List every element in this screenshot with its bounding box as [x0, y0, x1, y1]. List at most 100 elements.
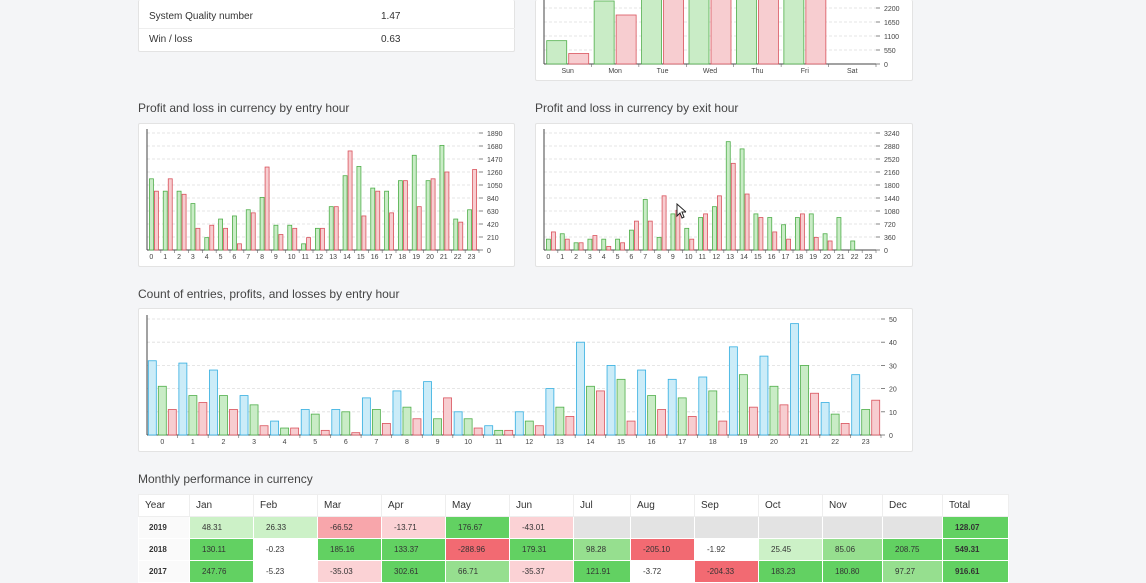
monthly-header-cell: Jan: [189, 494, 254, 517]
bar-losses: [504, 429, 514, 436]
bar-losses: [840, 423, 850, 436]
bar-entries: [270, 420, 280, 436]
y-tick-label: 3240: [884, 131, 900, 138]
x-tick-label: 15: [617, 439, 625, 446]
y-tick-label: 1100: [884, 34, 899, 41]
bar-profits: [586, 385, 595, 436]
x-tick-label: 6: [344, 439, 348, 446]
bar-profits: [280, 427, 290, 436]
month-value-cell: 26.33: [253, 516, 318, 539]
bar-profit: [232, 215, 237, 251]
bar-loss: [195, 227, 201, 251]
bar-profit: [425, 180, 431, 251]
bar-profit: [850, 240, 856, 251]
bar-losses: [534, 425, 544, 436]
stats-label: Win / loss: [149, 34, 193, 45]
x-tick-label: 1: [163, 254, 167, 261]
bar-profit: [783, 0, 805, 65]
x-tick-label: 12: [525, 439, 533, 446]
y-tick-label: 0: [884, 62, 888, 69]
bar-profit: [808, 213, 814, 251]
bar-profit: [601, 238, 607, 251]
x-tick-label: 10: [464, 439, 472, 446]
bar-entries: [209, 369, 218, 436]
month-value-cell: 180.80: [822, 560, 883, 583]
month-value-cell: -204.33: [694, 560, 759, 583]
month-value-cell: -288.96: [445, 538, 510, 561]
y-tick-label: 1890: [487, 131, 503, 138]
y-tick-label: 30: [889, 363, 897, 370]
y-tick-label: 2520: [884, 157, 900, 164]
total-cell: 128.07: [942, 516, 1009, 539]
bar-loss: [772, 231, 778, 251]
x-tick-label: 7: [246, 254, 250, 261]
x-tick-label: 12: [315, 254, 323, 261]
bar-entries: [392, 390, 402, 436]
month-value-cell: [573, 516, 631, 539]
x-tick-label: Tue: [657, 68, 669, 75]
bar-profit: [739, 148, 745, 251]
x-tick-label: 22: [454, 254, 462, 261]
year-cell: 2018: [138, 538, 190, 561]
bar-loss: [472, 169, 477, 251]
month-value-cell: 66.71: [445, 560, 510, 583]
bar-profit: [753, 213, 759, 251]
bar-loss: [661, 195, 667, 251]
monthly-header-cell: Jul: [573, 494, 631, 517]
bar-profit: [836, 217, 842, 251]
bar-losses: [167, 409, 177, 436]
y-tick-label: 210: [487, 235, 499, 242]
bar-losses: [290, 427, 300, 436]
x-tick-label: 18: [709, 439, 717, 446]
bar-profit: [204, 237, 210, 251]
bar-loss: [606, 245, 612, 251]
bar-loss: [209, 224, 215, 251]
x-tick-label: 3: [588, 254, 592, 261]
month-value-cell: [758, 516, 823, 539]
bar-profit: [176, 190, 182, 251]
month-value-cell: 185.16: [317, 538, 382, 561]
bar-loss: [744, 193, 750, 251]
month-value-cell: 183.23: [758, 560, 823, 583]
bar-profit: [315, 227, 320, 251]
bar-profit: [546, 40, 568, 65]
month-value-cell: -1.92: [694, 538, 759, 561]
year-cell: 2017: [138, 560, 190, 583]
bar-profits: [555, 406, 565, 436]
y-tick-label: 550: [884, 48, 896, 55]
bar-loss: [800, 213, 805, 251]
bar-loss: [758, 0, 779, 65]
exit-hour-chart-panel: 3240 2880 2520 2160 1800 1440 1080 720 360 0 0 1 2 3 4…: [535, 123, 913, 267]
x-tick-label: 15: [754, 254, 762, 261]
monthly-table: Year Jan Feb Mar Apr May Jun Jul Aug Sep Oct Nov Dec…: [138, 494, 1009, 583]
bar-losses: [412, 418, 422, 436]
x-tick-label: 5: [616, 254, 620, 261]
x-tick-label: Fri: [801, 68, 810, 75]
month-value-cell: 121.91: [573, 560, 631, 583]
bar-loss: [564, 238, 570, 251]
x-tick-label: 5: [219, 254, 223, 261]
bar-profits: [494, 429, 504, 436]
bar-profit: [573, 242, 579, 251]
y-tick-label: 2160: [884, 170, 900, 177]
x-tick-label: 19: [412, 254, 420, 261]
bar-profits: [249, 404, 259, 436]
y-tick-label: 1470: [487, 157, 503, 164]
x-tick-label: 3: [252, 439, 256, 446]
bar-profit: [370, 187, 376, 251]
x-tick-label: 20: [823, 254, 831, 261]
bar-profits: [188, 395, 198, 436]
x-tick-label: 11: [699, 254, 706, 261]
monthly-header-cell: Nov: [822, 494, 883, 517]
monthly-header-cell: Mar: [317, 494, 382, 517]
bar-profits: [800, 365, 809, 436]
total-cell: 916.61: [942, 560, 1009, 583]
monthly-header-cell: Apr: [381, 494, 446, 517]
bar-entries: [484, 425, 494, 436]
bar-entries: [851, 374, 861, 436]
monthly-header-row: Year Jan Feb Mar Apr May Jun Jul Aug Sep Oct Nov Dec…: [138, 494, 1009, 517]
bar-profit: [439, 144, 445, 251]
x-tick-label: 0: [149, 254, 153, 261]
month-value-cell: 176.67: [445, 516, 510, 539]
